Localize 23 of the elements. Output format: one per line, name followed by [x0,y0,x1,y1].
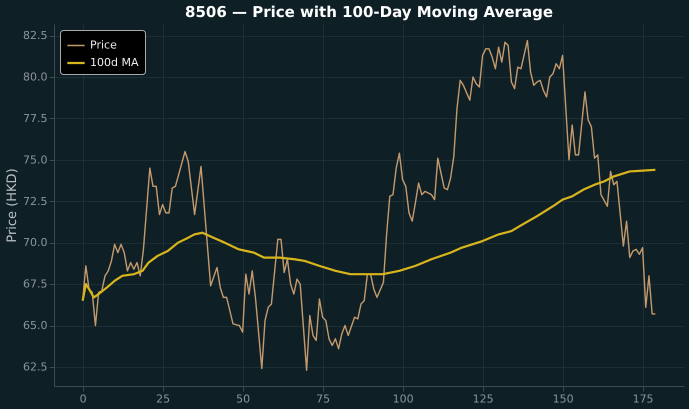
y-tick-label: 62.5 [23,360,48,374]
y-tick-label: 70.0 [23,236,48,250]
legend-label: Price [90,38,118,52]
legend-label: 100d MA [90,56,139,69]
y-tick-label: 67.5 [23,278,48,291]
chart-title: 8506 — Price with 100-Day Moving Average [185,3,553,21]
x-tick-label: 25 [156,392,170,406]
y-axis-title: Price (HKD) [5,168,20,243]
x-tick-label: 50 [236,392,250,406]
y-tick-label: 80.0 [23,70,48,84]
x-tick-label: 0 [80,392,87,406]
line-series [82,168,656,302]
x-tick-label: 150 [552,392,574,406]
y-tick-label: 75.0 [23,153,48,166]
y-tick-label: 65.0 [23,319,48,332]
x-tick-label: 125 [472,392,494,406]
y-tick-label: 77.5 [23,112,48,125]
x-tick-label: 175 [632,392,654,406]
x-tick-label: 75 [316,392,330,406]
line-series [82,40,656,371]
x-tick-label: 100 [392,392,414,406]
y-tick-label: 82.5 [23,29,48,42]
y-tick-label: 72.5 [23,194,48,208]
